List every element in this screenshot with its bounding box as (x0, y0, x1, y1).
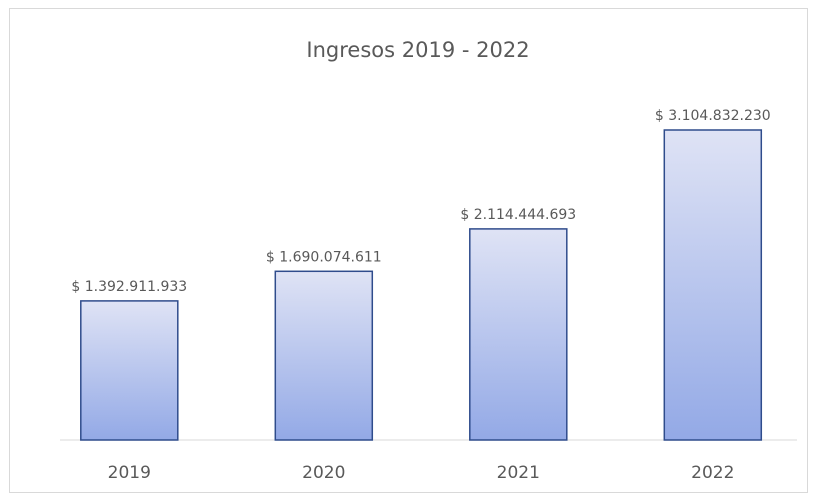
bar-2022 (663, 129, 763, 441)
bar-2020 (274, 270, 374, 441)
data-label-2022: $ 3.104.832.230 (655, 108, 771, 124)
data-label-2020: $ 1.690.074.611 (266, 249, 382, 265)
data-label-2019: $ 1.392.911.933 (71, 279, 187, 295)
bar-2019 (80, 300, 179, 441)
data-label-2021: $ 2.114.444.693 (460, 207, 576, 223)
x-tick-label-2019: 2019 (108, 463, 151, 483)
x-tick-label-2021: 2021 (497, 463, 540, 483)
x-tick-label-2020: 2020 (302, 463, 345, 483)
x-tick-label-2022: 2022 (691, 463, 734, 483)
chart-title: Ingresos 2019 - 2022 (306, 38, 529, 62)
bars-group (80, 129, 763, 441)
x-tick-labels-group: 2019 2020 2021 2022 (108, 463, 735, 483)
bar-2021 (469, 228, 568, 441)
data-labels-group: $ 1.392.911.933 $ 1.690.074.611 $ 2.114.44… (71, 108, 770, 295)
